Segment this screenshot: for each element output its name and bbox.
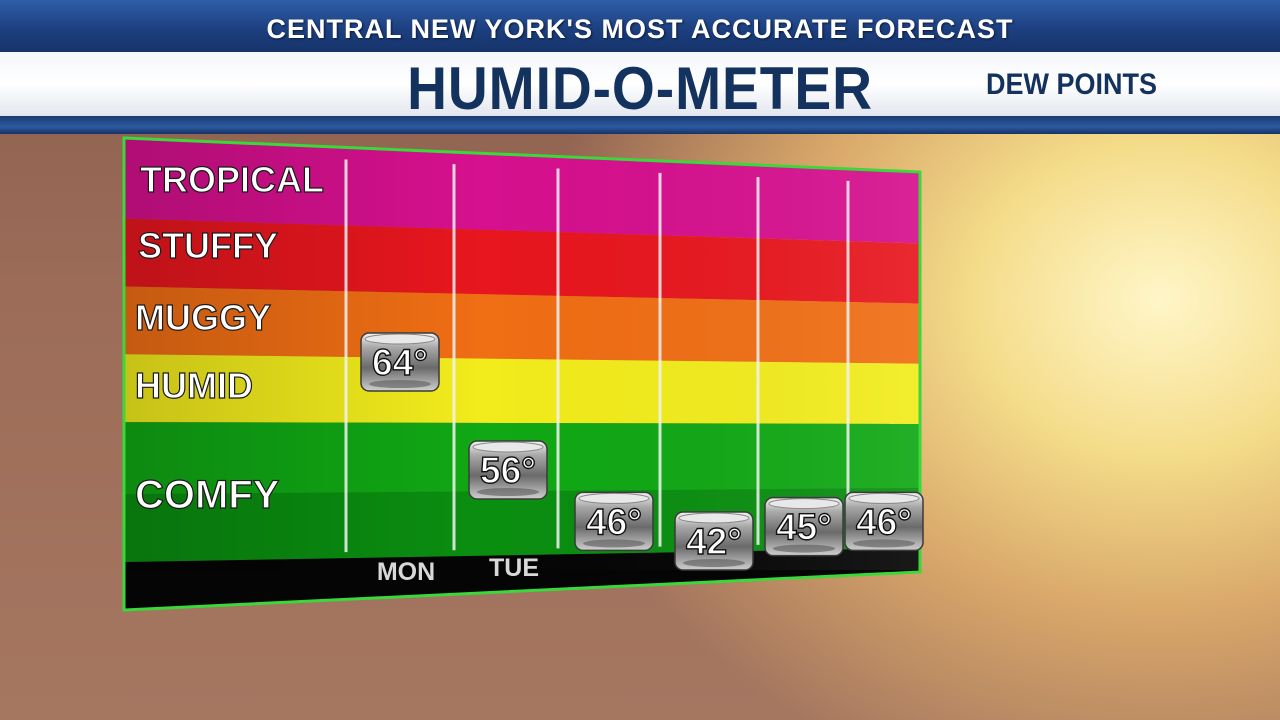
marker-chip-base [853,539,915,548]
band-label-stuffy: STUFFY [138,225,278,266]
marker-chip-rim [578,492,650,504]
dew-point-value: 46° [856,501,912,542]
marker-chip-rim [678,512,750,524]
chart-subtitle: DEW POINTS [986,68,1158,101]
marker-chip-rim [472,441,544,453]
dew-point-value: 46° [586,501,642,542]
band-label-comfy: COMFY [135,473,280,517]
band-labels: TROPICAL STUFFY MUGGY HUMID COMFY [134,158,324,517]
dew-point-markers: 64° 56° 46° 42° 45° 46° [360,332,924,571]
chart-title: HUMID-O-METER [407,55,873,122]
band-label-muggy: MUGGY [135,297,271,338]
dew-point-value: 42° [686,521,742,562]
marker-chip [764,496,844,557]
dew-point-value: 45° [776,507,832,548]
panel-frame [122,136,922,612]
day-label-mon: MON [377,558,435,586]
marker-chip-rim [768,498,840,510]
marker-chip [674,511,754,571]
dew-point-marker-5: 45° [764,496,844,557]
marker-chip-base [683,559,745,567]
marker-chip-rim [848,492,920,504]
title-banner: HUMID-O-METER DEW POINTS [0,52,1280,122]
banner-underline [0,116,1280,134]
marker-chip [468,440,548,500]
marker-chip-base [477,488,539,496]
dew-point-marker-4: 42° [674,511,754,571]
dew-point-value: 64° [372,342,428,383]
day-dividers [344,159,850,553]
day-label-tue: TUE [489,554,539,582]
marker-chip-rim [364,333,436,345]
dew-point-value: 56° [480,450,536,491]
band-label-humid: HUMID [135,365,253,406]
marker-chip-base [773,544,835,553]
dew-point-marker-6: 46° [844,491,924,552]
marker-chip [844,491,924,552]
top-banner: CENTRAL NEW YORK'S MOST ACCURATE FORECAS… [0,0,1280,52]
marker-chip [574,491,654,552]
marker-chip [360,332,440,392]
day-labels: MON TUE [377,554,539,586]
station-tagline: CENTRAL NEW YORK'S MOST ACCURATE FORECAS… [266,14,1014,44]
band-label-tropical: TROPICAL [140,159,324,200]
marker-chip-base [369,380,431,388]
dew-point-marker-3: 46° [574,491,654,552]
marker-chip-base [583,539,645,548]
dew-point-marker-1: 64° [360,332,440,392]
dew-point-marker-2: 56° [468,440,548,500]
